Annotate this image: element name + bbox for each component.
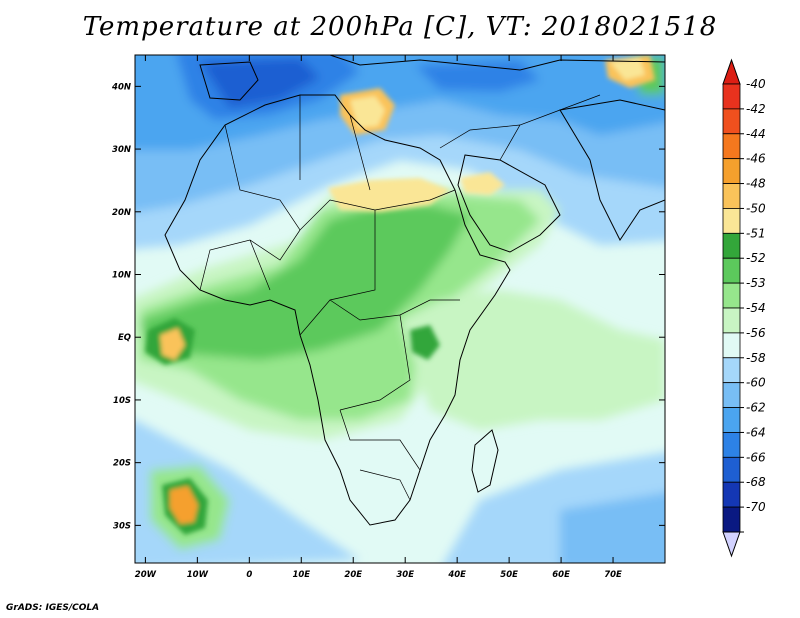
africa-coastline <box>164 94 511 526</box>
colorbar-label: -70 <box>746 500 766 514</box>
lat-label: 20N <box>112 208 131 218</box>
lat-label: 10S <box>113 396 131 406</box>
colorbar-label: -58 <box>746 351 766 365</box>
colorbar-swatch <box>722 332 741 359</box>
colorbar-swatch <box>722 83 741 110</box>
colorbar-label: -42 <box>746 102 766 116</box>
colorbar-label: -62 <box>746 401 766 415</box>
temperature-field <box>135 55 665 563</box>
colorbar-label: -66 <box>746 450 766 464</box>
colorbar-swatch <box>722 158 741 184</box>
colorbar-label: -48 <box>746 177 766 191</box>
colorbar-swatch <box>722 208 741 234</box>
colorbar-swatch <box>722 183 741 209</box>
colorbar-swatch <box>722 133 741 160</box>
colorbar-swatch <box>722 432 741 458</box>
lon-label: 10E <box>292 570 310 580</box>
colorbar-label: -64 <box>746 425 766 439</box>
lat-label: 30S <box>113 521 131 531</box>
colorbar-label: -54 <box>746 301 766 315</box>
lon-label: 40E <box>447 570 466 580</box>
colorbar-label: -52 <box>746 251 766 265</box>
colorbar-label: -50 <box>746 201 766 215</box>
arabia-coastline <box>457 154 561 253</box>
colorbar-swatch <box>722 307 741 334</box>
colorbar-swatch <box>722 407 741 433</box>
colorbar-label: -53 <box>746 276 766 290</box>
colorbar-label: -46 <box>746 152 766 166</box>
iberia-coastline <box>199 61 259 101</box>
map-axes: 40N 30N 20N 10N EQ 10S 20S 30S 20W 10W 0 10E 20E 30E 4… <box>111 55 665 580</box>
colorbar-bottom-arrow <box>722 531 741 558</box>
lat-label: EQ <box>118 333 131 343</box>
colorbar-swatch <box>722 481 741 508</box>
lat-label: 40N <box>111 82 131 92</box>
lat-label: 30N <box>112 145 131 155</box>
lon-label: 50E <box>500 570 518 580</box>
colorbar-swatch <box>722 357 741 384</box>
colorbar: -40 -42 -44 -46 -48 -50 -51 -52 -53 -54 -56 -58 -60 -… <box>722 58 766 558</box>
colorbar-swatch <box>722 232 741 259</box>
lon-label: 30E <box>396 570 414 580</box>
colorbar-swatch <box>722 108 741 135</box>
colorbar-label: -40 <box>746 77 766 91</box>
lon-label: 20E <box>344 570 362 580</box>
lon-label: 0 <box>246 570 252 580</box>
lon-label: 70E <box>604 570 622 580</box>
footer-credit: GrADS: IGES/COLA <box>6 603 100 613</box>
map-title: Temperature at 200hPa [C], VT: 201802151… <box>82 12 718 42</box>
colorbar-label: -56 <box>746 326 766 340</box>
colorbar-label: -60 <box>746 376 766 390</box>
europe-coastline <box>258 55 665 71</box>
colorbar-swatch <box>722 506 741 533</box>
coastlines-borders <box>164 55 665 526</box>
lon-label: 20W <box>135 570 157 580</box>
lat-label: 20S <box>113 459 131 469</box>
colorbar-swatch <box>722 257 741 284</box>
colorbar-swatch <box>722 456 741 483</box>
map-frame <box>134 54 666 564</box>
madagascar-coastline <box>471 429 499 493</box>
lon-label: 10W <box>187 570 209 580</box>
lon-label: 60E <box>552 570 570 580</box>
colorbar-label: -44 <box>746 127 766 141</box>
country-borders <box>199 94 601 501</box>
colorbar-swatch <box>722 382 741 408</box>
colorbar-swatch <box>722 282 741 309</box>
colorbar-top-arrow <box>722 58 741 85</box>
lat-label: 10N <box>112 271 131 281</box>
colorbar-label: -68 <box>746 475 766 489</box>
colorbar-label: -51 <box>746 226 766 240</box>
india-coastline <box>559 99 665 241</box>
